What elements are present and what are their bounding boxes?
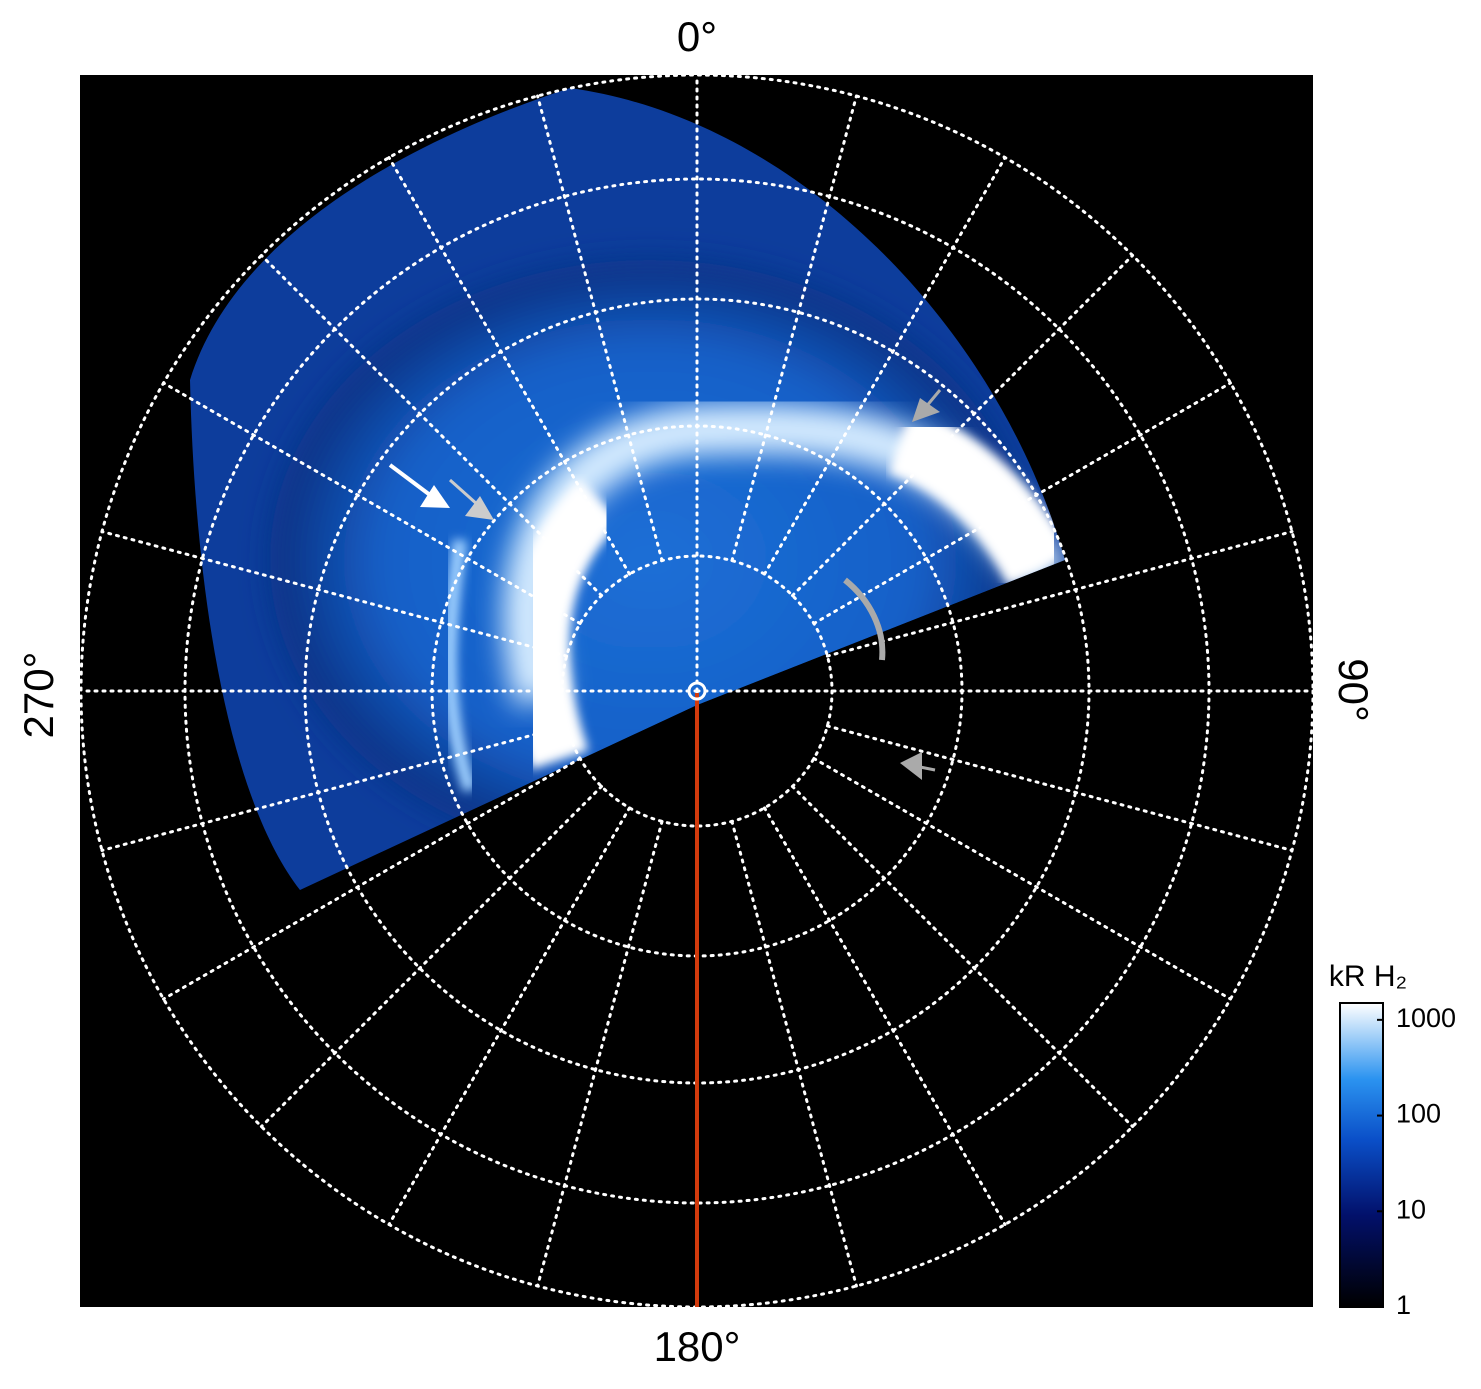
grid-spoke xyxy=(730,819,858,1288)
grid-spoke xyxy=(812,757,1232,1001)
grid-spoke xyxy=(825,724,1294,852)
grid-spoke xyxy=(825,530,1294,658)
colorbar xyxy=(1339,1002,1384,1308)
angle-label-left: 270° xyxy=(15,652,62,739)
grid-spoke xyxy=(763,806,1007,1226)
grid-spoke xyxy=(259,253,604,598)
grid-spoke xyxy=(763,156,1007,576)
colorbar-tick-label: 100 xyxy=(1396,1099,1441,1129)
grid-spoke xyxy=(536,94,664,563)
grid-spoke xyxy=(259,784,604,1129)
grid-spoke xyxy=(536,819,664,1288)
grid-spoke xyxy=(812,381,1232,625)
grid-spoke xyxy=(100,530,569,658)
grid-spoke xyxy=(100,724,569,852)
grid-spoke xyxy=(162,757,582,1001)
colorbar-tick-label: 10 xyxy=(1396,1194,1426,1224)
angle-label-right: 90° xyxy=(1330,658,1377,722)
grid-spoke xyxy=(162,381,582,625)
pole-marker xyxy=(687,681,707,701)
angle-label-top: 0° xyxy=(677,13,717,60)
grid-spoke xyxy=(387,156,631,576)
angle-label-bottom: 180° xyxy=(654,1323,741,1370)
grid-spoke xyxy=(730,94,858,563)
arrows xyxy=(388,389,942,780)
footprint-arc xyxy=(843,577,886,661)
colorbar-tick-label: 1000 xyxy=(1396,1003,1456,1033)
colorbar-tick-label: 1 xyxy=(1396,1290,1411,1320)
grid-spoke xyxy=(387,806,631,1226)
grid-spoke xyxy=(790,784,1135,1129)
grid-spoke xyxy=(790,253,1135,598)
colorbar-title: kR H₂ xyxy=(1329,960,1407,993)
